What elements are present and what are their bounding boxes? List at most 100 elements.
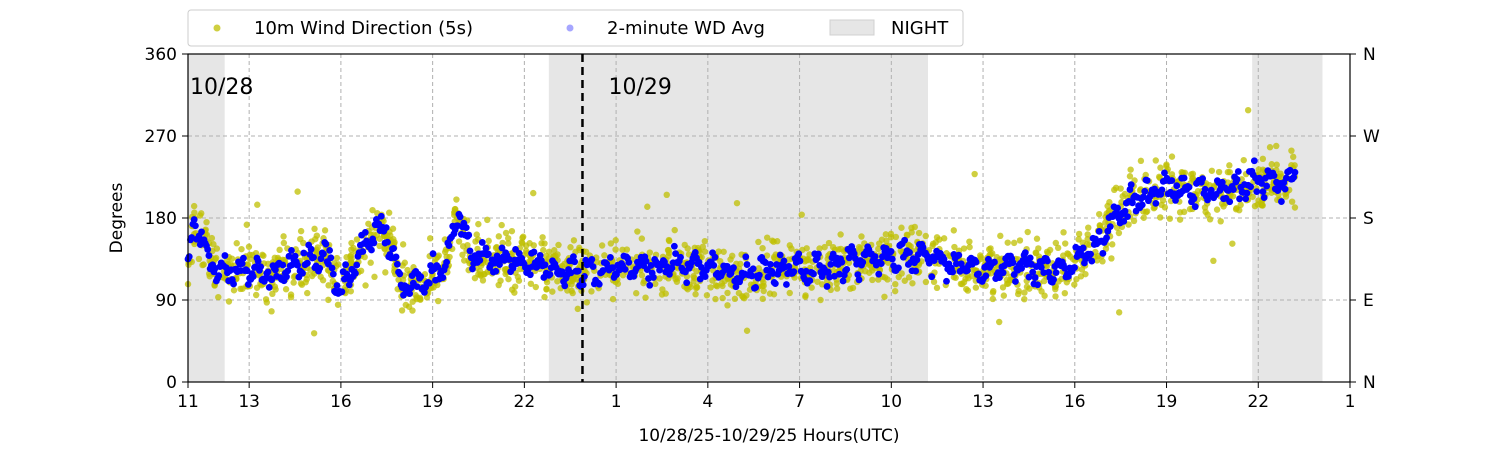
- wd-avg-point: [783, 281, 790, 288]
- wind-direction-point: [933, 284, 941, 292]
- wd-avg-point: [1233, 176, 1241, 183]
- wd-avg-point: [300, 249, 308, 257]
- wd-avg-point: [843, 265, 851, 273]
- wind-direction-point: [901, 277, 908, 284]
- wind-direction-point: [190, 202, 198, 210]
- wind-direction-point: [314, 244, 322, 251]
- wind-direction-point: [530, 189, 537, 197]
- wd-avg-point: [906, 249, 913, 256]
- wind-direction-point: [681, 241, 688, 249]
- wd-avg-point: [755, 271, 763, 279]
- wind-direction-point: [693, 284, 700, 292]
- wd-avg-point: [887, 247, 895, 255]
- wd-avg-point: [579, 281, 587, 289]
- wd-avg-point: [316, 264, 324, 272]
- wind-direction-point: [724, 289, 731, 297]
- wd-avg-point: [322, 240, 330, 248]
- wd-avg-point: [972, 258, 980, 266]
- wind-direction-point: [540, 246, 547, 254]
- wind-direction-point: [769, 237, 776, 244]
- wind-direction-point: [892, 233, 900, 241]
- wd-avg-point: [1124, 213, 1131, 221]
- wd-avg-point: [249, 273, 257, 280]
- wd-avg-point: [1114, 204, 1122, 212]
- x-axis-ticks: 11 13 16 19 22 1 4 7 10 13 16 19 22 1: [177, 382, 1355, 412]
- wind-direction-point: [511, 289, 518, 296]
- wd-avg-point: [574, 267, 582, 275]
- wd-avg-point: [999, 269, 1007, 277]
- wd-avg-point: [390, 244, 398, 252]
- wd-avg-point: [299, 269, 306, 277]
- wind-direction-point: [268, 308, 275, 315]
- wind-direction-point: [922, 278, 930, 286]
- wd-avg-point: [743, 261, 751, 268]
- wind-direction-point: [348, 239, 355, 247]
- day-label-end: 10/29: [608, 75, 671, 100]
- wind-direction-point: [495, 233, 503, 240]
- wind-direction-point: [287, 291, 295, 298]
- wind-direction-point: [1259, 155, 1267, 163]
- wd-avg-point: [1031, 274, 1039, 281]
- wind-direction-point: [1026, 285, 1033, 292]
- wd-avg-point: [838, 258, 846, 266]
- wd-avg-point: [895, 264, 902, 272]
- y-tick-label: 270: [145, 127, 177, 147]
- x-tick-label: 19: [422, 392, 444, 412]
- wd-avg-point: [695, 258, 703, 266]
- wd-avg-point: [776, 251, 784, 259]
- wind-direction-point: [816, 245, 823, 252]
- wd-avg-point: [198, 228, 205, 236]
- wind-direction-point: [786, 242, 793, 249]
- wind-direction-point: [802, 292, 809, 299]
- wd-avg-point: [1040, 269, 1048, 277]
- wd-avg-point: [773, 261, 780, 268]
- wind-direction-point: [638, 272, 646, 279]
- wind-direction-point: [543, 285, 550, 293]
- wd-avg-point: [1152, 199, 1160, 207]
- wd-avg-point: [1161, 169, 1168, 177]
- wind-direction-point: [499, 239, 506, 247]
- wind-direction-point: [929, 242, 936, 250]
- x-tick-label: 4: [702, 392, 713, 412]
- wind-direction-point: [774, 238, 781, 245]
- wind-direction-point: [195, 255, 203, 263]
- y-right-tick-label: W: [1363, 127, 1380, 147]
- wd-avg-point: [588, 255, 596, 263]
- wd-avg-point: [482, 244, 490, 252]
- wd-avg-point: [1260, 194, 1268, 201]
- wd-avg-point: [1218, 178, 1226, 186]
- wind-direction-point: [527, 280, 535, 287]
- legend-box: [187, 9, 964, 47]
- wd-avg-point: [1025, 273, 1033, 281]
- wd-avg-point: [1278, 198, 1285, 205]
- wd-avg-point: [855, 276, 863, 284]
- wd-avg-point: [215, 272, 223, 280]
- legend-label: 10m Wind Direction (5s): [254, 18, 473, 39]
- wd-avg-point: [284, 267, 292, 275]
- wd-avg-point: [646, 281, 654, 289]
- wind-direction-point: [1255, 197, 1262, 204]
- x-tick-label: 7: [794, 392, 805, 412]
- wd-avg-point: [429, 250, 437, 258]
- wd-avg-point: [466, 247, 474, 255]
- wind-direction-point: [280, 239, 288, 247]
- wd-avg-point: [780, 257, 788, 265]
- wind-direction-point: [990, 287, 997, 295]
- wd-avg-point: [877, 260, 885, 268]
- wind-direction-point: [471, 274, 479, 282]
- wind-direction-point: [930, 278, 938, 286]
- wind-direction-point: [1010, 239, 1018, 247]
- wind-direction-point: [1158, 201, 1165, 209]
- wd-avg-point: [268, 276, 276, 284]
- wd-avg-point: [570, 253, 577, 261]
- y-right-tick-label: S: [1363, 209, 1374, 229]
- wind-direction-point: [760, 287, 767, 295]
- wd-avg-point: [589, 263, 597, 271]
- wind-direction-point: [1220, 203, 1227, 210]
- wd-avg-point: [701, 273, 709, 281]
- wind-direction-point: [246, 255, 254, 263]
- wind-direction-point: [554, 278, 561, 285]
- wd-avg-point: [342, 261, 350, 269]
- wind-direction-point: [903, 231, 911, 239]
- wind-direction-point: [426, 235, 434, 242]
